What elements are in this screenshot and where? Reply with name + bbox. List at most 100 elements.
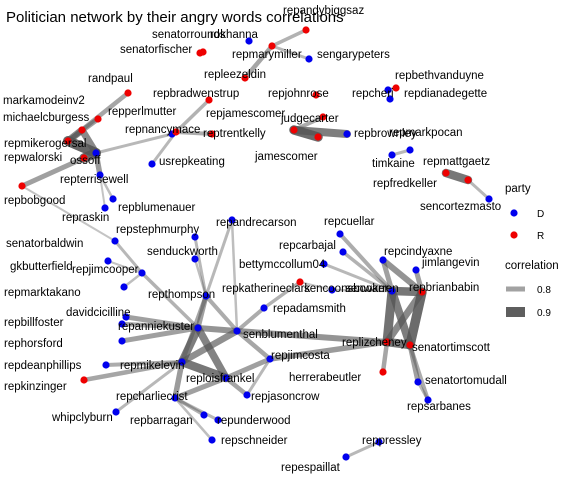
node-senatortimscott <box>406 341 414 349</box>
legend-party-d-swatch <box>510 209 518 217</box>
node-senatorbaldwin <box>111 237 119 245</box>
node-repjimcosta <box>266 355 274 363</box>
edge-reploisfrankel-repjasoncrow <box>223 375 250 398</box>
node-label-repbobgood: repbobgood <box>4 195 65 207</box>
node-repterrisewell <box>96 171 104 179</box>
edge-repbobgood-senatorbaldwin <box>21 185 116 242</box>
node-label-repperlmutter: repperlmutter <box>108 106 177 118</box>
edge-repadamsmith-repkatherineclark <box>262 280 302 310</box>
edge-repcharliecrist-repunderwood <box>173 396 220 422</box>
node-repjohnrose <box>312 91 320 99</box>
node-bettymccollum04 <box>320 260 328 268</box>
node-label-randpaul: randpaul <box>88 73 133 85</box>
node-repmarkpocan <box>406 146 414 154</box>
node-label-repsarbanes: repsarbanes <box>407 401 471 413</box>
edge-repbillfoster-repanniekuster <box>119 321 201 331</box>
edge-repbradwenstrup-repnancymace <box>174 98 211 134</box>
edge-repjamescomer-repbrownley <box>290 126 351 138</box>
edge-gkbutterfield-repjimcooper <box>107 260 143 274</box>
node-sengarypeters <box>305 55 313 63</box>
node-repandrecarson <box>228 216 236 224</box>
node-repcuellar <box>336 230 344 238</box>
edge-senblumenthal-repadamsmith <box>235 306 266 333</box>
edge-repjimcosta-replizcheney <box>267 339 390 362</box>
node-label-repmikerogersal: repmikerogersal <box>4 138 86 150</box>
edge-sencoonsbooker-senwarren <box>330 288 394 293</box>
node-label-sencortezmasto: sencortezmasto <box>420 201 501 213</box>
node-repthompson <box>202 292 210 300</box>
node-label-senblumenthal: senblumenthal <box>243 329 318 341</box>
edge-replizcheney-herrerabeutler <box>380 339 390 375</box>
node-label-bettymccollum04: bettymccollum04 <box>239 259 326 271</box>
node-repbillfoster <box>118 320 126 328</box>
node-senblumenthal <box>233 327 241 335</box>
edge-senatortimscott-senatortomudall <box>407 342 421 385</box>
node-whipclyburn <box>112 408 120 416</box>
node-repbrianbabin <box>418 288 426 296</box>
node-repraskin <box>101 204 109 212</box>
node-label-whipclyburn: whipclyburn <box>51 412 113 424</box>
node-repnancymace <box>172 128 180 136</box>
node-label-repmarktakano: repmarktakano <box>4 287 81 299</box>
node-label-senatorbaldwin: senatorbaldwin <box>6 238 83 250</box>
legend-correlation-title: correlation <box>505 260 559 272</box>
node-repfredkeller <box>442 169 450 177</box>
node-label-repbrownley: repbrownley <box>354 128 417 140</box>
edge-repcarbajal-senwarren <box>341 250 394 293</box>
node-label-sencoonsbooker: sencoonsbooker <box>304 283 389 295</box>
node-label-repkatherineclark: repkatherineclark <box>222 283 310 295</box>
edge-repcuellar-senwarren <box>338 232 394 293</box>
node-reploisfrankel <box>222 374 230 382</box>
node-label-repthompson: repthompson <box>148 289 215 301</box>
node-label-repbradwenstrup: repbradwenstrup <box>153 88 239 100</box>
edge-rephorsford-repanniekuster <box>119 325 201 344</box>
edge-senatorbaldwin-repjimcooper <box>113 239 144 275</box>
node-label-repjamescomer: repjamescomer <box>206 108 285 120</box>
edge-repanniekuster-senblumenthal <box>195 325 240 334</box>
node-rokhanna <box>245 37 253 45</box>
edge-senduckworth-repthompson <box>193 257 208 298</box>
node-repunderwood <box>214 416 222 424</box>
node-jamescomer <box>314 133 322 141</box>
node-layer <box>18 26 493 461</box>
node-label-gkbutterfield: gkbutterfield <box>10 261 73 273</box>
node-label-repcheri: repcheri <box>352 88 394 100</box>
node-replizcheney <box>383 338 391 346</box>
edge-repkatherineclark-sencoonsbooker <box>299 281 333 291</box>
node-repbrownley <box>343 130 351 138</box>
edge-repjimcooper-repanniekuster <box>140 271 200 330</box>
edge-senblumenthal-replizcheney <box>234 328 390 345</box>
edge-repandrecarson-senblumenthal <box>230 218 239 333</box>
edge-senatortimscott-repsarbanes <box>408 343 430 402</box>
node-repjasoncrow <box>243 391 251 399</box>
edge-repmikelevin-senblumenthal <box>178 327 241 366</box>
node-label-jamescomer: jamescomer <box>254 151 318 163</box>
edge-repthompson-senblumenthal <box>204 294 239 333</box>
legend: party D R correlation 0.8 0.9 <box>505 183 559 319</box>
node-label-replizcheney: replizcheney <box>342 337 407 349</box>
node-label-michaelcburgess: michaelcburgess <box>3 112 90 124</box>
node-repschneider <box>208 436 216 444</box>
legend-party-r-swatch <box>510 231 518 239</box>
node-senatortomudall <box>414 378 422 386</box>
node-label-repanniekuster: repanniekuster <box>118 321 194 333</box>
node-repdeanphillips <box>102 361 110 369</box>
node-repadamsmith <box>260 304 268 312</box>
legend-party-title: party <box>505 183 531 195</box>
node-repwalorski <box>80 154 88 162</box>
node-repblumenauer <box>109 195 117 203</box>
edge-repnancymace-reptrentkelly <box>174 130 214 136</box>
edge-repterrisewell-repraskin <box>99 174 106 209</box>
node-timkaine <box>388 151 396 159</box>
node-label-repandybiggsaz: repandybiggsaz <box>283 5 364 17</box>
edge-repmarktakano-repjimcooper <box>122 271 144 289</box>
edge-senwarren-repbrianbabin <box>387 286 427 297</box>
node-label-repjasoncrow: repjasoncrow <box>251 391 320 403</box>
node-label-repadamsmith: repadamsmith <box>273 303 346 315</box>
node-label-senatorfischer: senatorfischer <box>120 44 192 56</box>
node-label-herrerabeutler: herrerabeutler <box>289 372 361 384</box>
node-label-senduckworth: senduckworth <box>147 246 218 258</box>
